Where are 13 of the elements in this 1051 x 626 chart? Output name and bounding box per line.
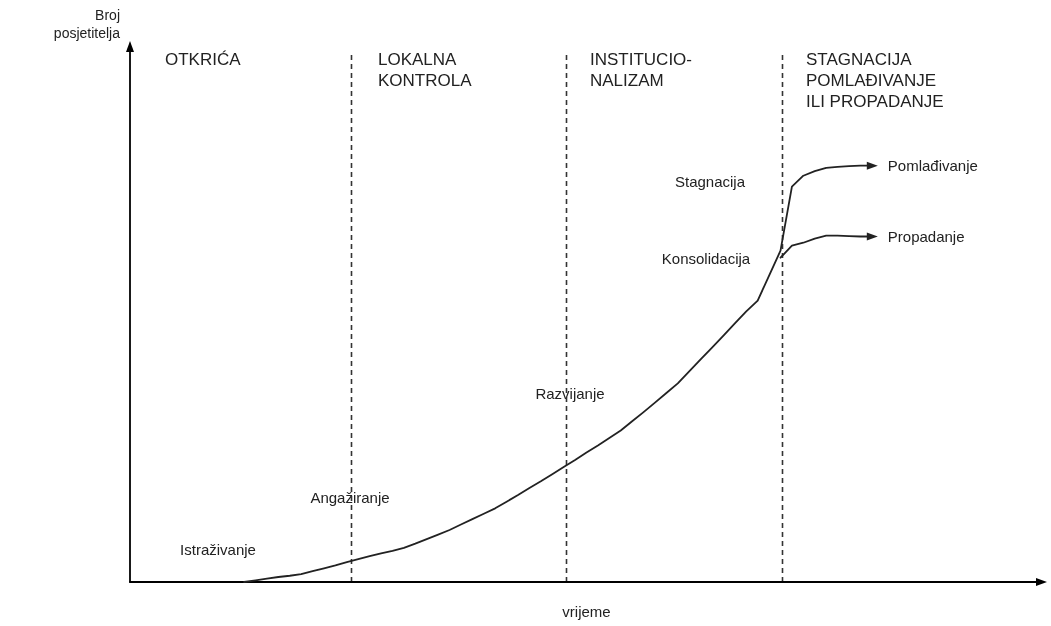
text: LOKALNA KONTROLA [378, 50, 473, 90]
x-axis-title: vrijeme [562, 603, 611, 620]
annotation: Stagnacija [674, 173, 746, 190]
text: OTKRIĆA [165, 50, 242, 69]
annotation: Istraživanje [180, 541, 256, 558]
text: Broj posjetitelja [53, 7, 121, 41]
annotation: Konsolidacija [661, 250, 751, 267]
annotation: Razvijanje [535, 385, 605, 402]
text: STAGNACIJA POMLAĐIVANJE ILI PROPADANJE [806, 50, 944, 111]
series-label: Propadanje [887, 227, 965, 245]
text: INSTITUCIO- NALIZAM [590, 50, 692, 90]
series-label: Pomlađivanje [887, 157, 978, 175]
annotation: Angažiranje [310, 489, 390, 506]
